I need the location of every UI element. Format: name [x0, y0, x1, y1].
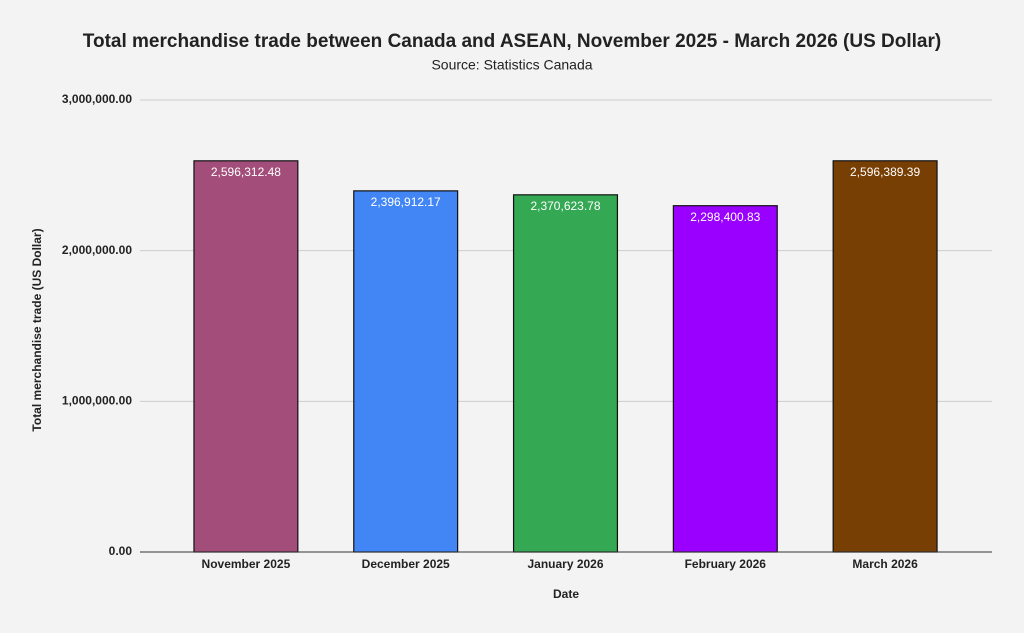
bar [512, 194, 619, 553]
data-label: 2,370,623.78 [530, 199, 600, 213]
data-label: 2,298,400.83 [690, 210, 760, 224]
y-tick-label: 2,000,000.00 [62, 243, 132, 257]
x-tick-label: March 2026 [852, 557, 918, 571]
x-axis-label: Date [553, 587, 579, 601]
bar [353, 190, 459, 553]
data-label: 2,596,312.48 [211, 165, 281, 179]
x-tick-label: January 2026 [527, 557, 603, 571]
x-tick-label: November 2025 [202, 557, 291, 571]
bar [832, 160, 938, 553]
x-tick-label: February 2026 [685, 557, 767, 571]
y-tick-label: 1,000,000.00 [62, 394, 132, 408]
data-label: 2,596,389.39 [850, 165, 920, 179]
data-label: 2,396,912.17 [371, 195, 441, 209]
y-tick-label: 0.00 [109, 544, 133, 558]
y-axis-label: Total merchandise trade (US Dollar) [30, 228, 44, 431]
y-tick-label: 3,000,000.00 [62, 92, 132, 106]
chart-title: Total merchandise trade between Canada a… [83, 31, 941, 52]
chart-subtitle: Source: Statistics Canada [431, 57, 592, 73]
x-tick-label: December 2025 [362, 557, 450, 571]
bar [193, 160, 299, 553]
bar [672, 205, 778, 553]
